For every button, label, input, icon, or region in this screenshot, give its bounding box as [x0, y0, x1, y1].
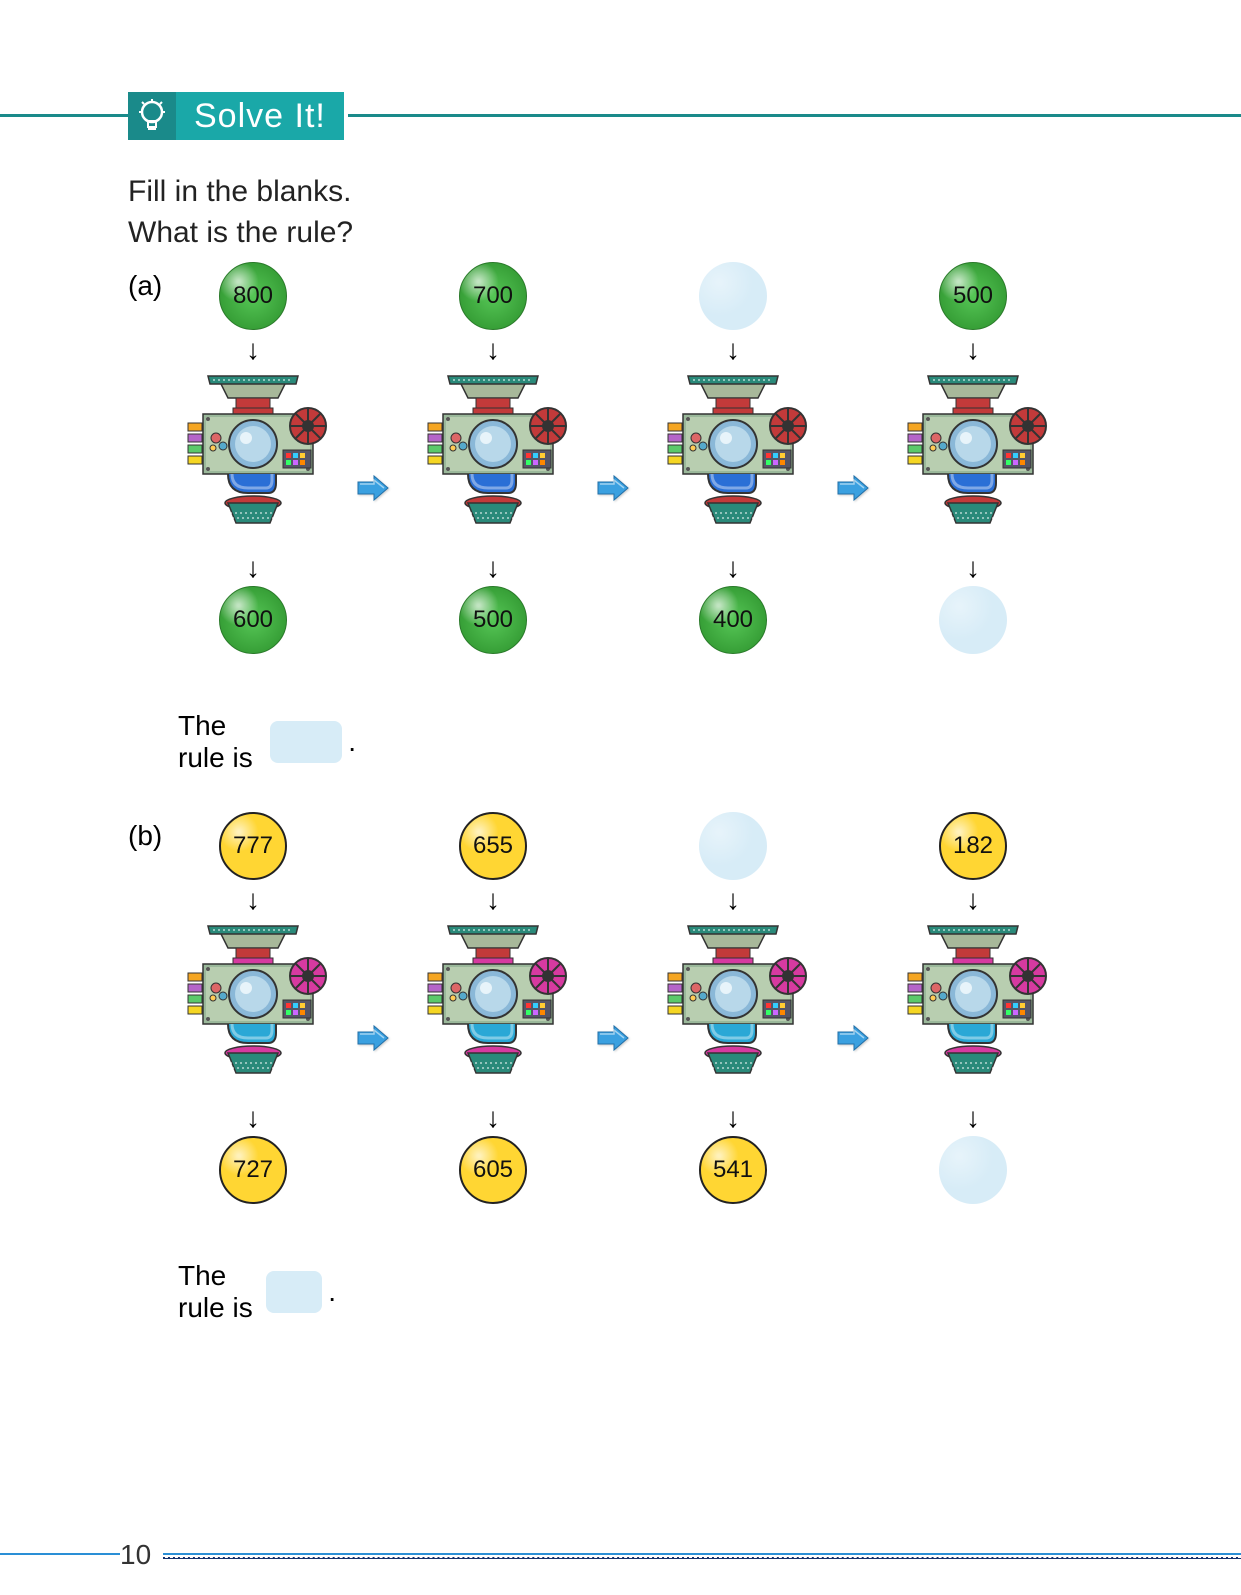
instruction-line-2: What is the rule? [128, 213, 353, 254]
arrow-down-icon: ↓ [486, 884, 500, 916]
problem-b-machines: 777 ↓ [148, 812, 1078, 1204]
arrow-down-icon: ↓ [726, 552, 740, 584]
input-ball: 182 [939, 812, 1007, 880]
arrow-down-icon: ↓ [966, 334, 980, 366]
input-ball[interactable] [699, 262, 767, 330]
problem-a-machines: 800 ↓ [148, 262, 1078, 654]
machine-icon [878, 918, 1068, 1098]
footer-line [0, 1553, 1241, 1555]
rule-suffix: . [348, 726, 356, 758]
arrow-down-icon: ↓ [966, 884, 980, 916]
output-ball[interactable] [939, 586, 1007, 654]
machine-icon [878, 368, 1068, 548]
arrow-down-icon: ↓ [486, 552, 500, 584]
machine-column: 777 ↓ [148, 812, 358, 1204]
input-ball: 800 [219, 262, 287, 330]
input-ball: 655 [459, 812, 527, 880]
machine-icon [638, 368, 828, 548]
output-ball: 727 [219, 1136, 287, 1204]
arrow-right-icon [356, 1023, 390, 1053]
arrow-down-icon: ↓ [246, 334, 260, 366]
input-ball: 700 [459, 262, 527, 330]
machine-icon [158, 368, 348, 548]
output-ball[interactable] [939, 1136, 1007, 1204]
arrow-down-icon: ↓ [726, 884, 740, 916]
machine-column: ↓ [628, 812, 838, 1204]
rule-prefix: The rule is [178, 1260, 260, 1324]
output-ball: 605 [459, 1136, 527, 1204]
machine-column: 800 ↓ [148, 262, 358, 654]
instructions-text: Fill in the blanks. What is the rule? [128, 172, 353, 253]
problem-b-rule: The rule is . [178, 1260, 336, 1324]
rule-blank[interactable] [270, 721, 342, 763]
arrow-right-icon [836, 473, 870, 503]
section-title: Solve It! [176, 92, 344, 140]
arrow-right-icon [836, 1023, 870, 1053]
output-ball: 600 [219, 586, 287, 654]
arrow-down-icon: ↓ [966, 1102, 980, 1134]
arrow-down-icon: ↓ [246, 884, 260, 916]
arrow-down-icon: ↓ [726, 1102, 740, 1134]
arrow-right-icon [356, 473, 390, 503]
output-ball: 400 [699, 586, 767, 654]
arrow-down-icon: ↓ [246, 1102, 260, 1134]
arrow-right-icon [596, 1023, 630, 1053]
page-number: 10 [120, 1539, 163, 1571]
machine-column: 500 ↓ [868, 262, 1078, 654]
section-header: Solve It! [128, 92, 348, 140]
output-ball: 541 [699, 1136, 767, 1204]
arrow-down-icon: ↓ [966, 552, 980, 584]
machine-column: 655 ↓ [388, 812, 598, 1204]
machine-icon [398, 918, 588, 1098]
machine-icon [158, 918, 348, 1098]
rule-suffix: . [328, 1276, 336, 1308]
arrow-right-icon [596, 473, 630, 503]
bulb-icon [128, 92, 176, 140]
machine-column: 700 ↓ [388, 262, 598, 654]
machine-column: ↓ [628, 262, 838, 654]
machine-icon [638, 918, 828, 1098]
rule-prefix: The rule is [178, 710, 264, 774]
arrow-down-icon: ↓ [726, 334, 740, 366]
rule-blank[interactable] [266, 1271, 322, 1313]
arrow-down-icon: ↓ [486, 1102, 500, 1134]
input-ball: 500 [939, 262, 1007, 330]
output-ball: 500 [459, 586, 527, 654]
arrow-down-icon: ↓ [486, 334, 500, 366]
arrow-down-icon: ↓ [246, 552, 260, 584]
worksheet-page: Solve It! Fill in the blanks. What is th… [0, 0, 1241, 1595]
instruction-line-1: Fill in the blanks. [128, 172, 353, 213]
input-ball[interactable] [699, 812, 767, 880]
problem-a-rule: The rule is . [178, 710, 356, 774]
machine-column: 182 ↓ [868, 812, 1078, 1204]
footer-line-navy [150, 1557, 1241, 1560]
machine-icon [398, 368, 588, 548]
input-ball: 777 [219, 812, 287, 880]
